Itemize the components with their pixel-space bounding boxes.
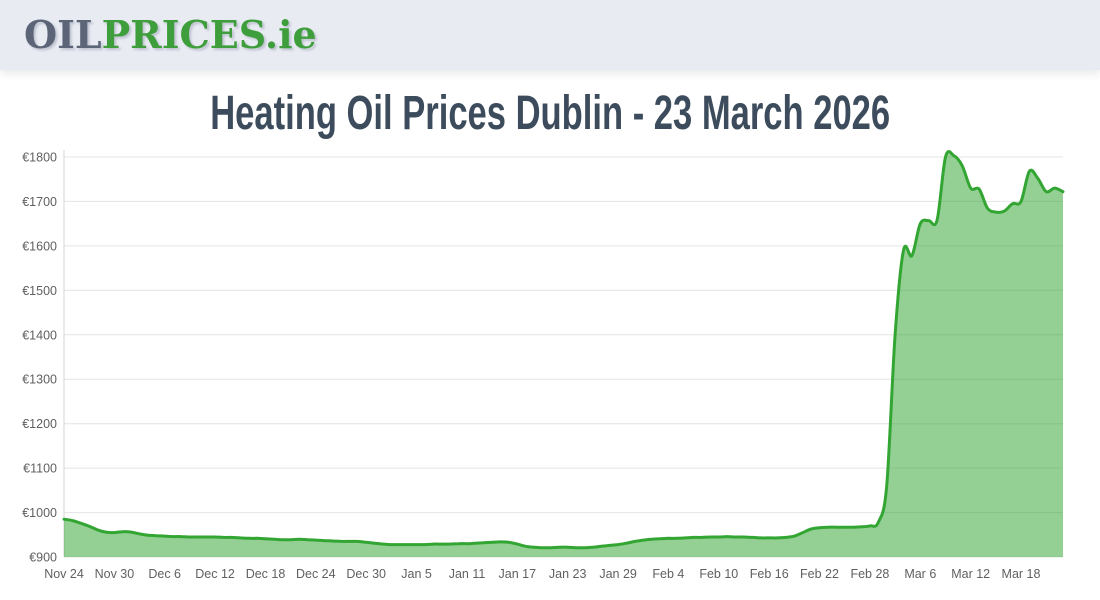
x-axis-tick-label: Jan 29: [599, 567, 637, 581]
x-axis-tick-label: Feb 28: [850, 567, 889, 581]
x-axis-tick-label: Dec 30: [346, 567, 386, 581]
x-axis-tick-label: Mar 18: [1002, 567, 1041, 581]
x-axis-tick-label: Nov 30: [95, 567, 135, 581]
y-axis-tick-label: €1100: [23, 462, 57, 476]
page-title: Heating Oil Prices Dublin - 23 March 202…: [0, 86, 1100, 142]
x-axis-tick-label: Jan 11: [449, 567, 486, 581]
price-line: [62, 149, 1065, 550]
logo-prices-text: PRICES: [101, 12, 265, 57]
x-axis-tick-label: Feb 4: [652, 567, 684, 581]
x-axis-tick-label: Nov 24: [44, 567, 84, 581]
y-axis-tick-label: €1000: [22, 506, 57, 520]
y-axis-tick-label: €1400: [22, 328, 57, 342]
y-axis-tick-label: €1500: [22, 284, 57, 298]
x-axis-tick-label: Mar 12: [951, 567, 990, 581]
x-axis-tick-label: Jan 17: [499, 567, 537, 581]
page-title-text: Heating Oil Prices Dublin - 23 March 202…: [210, 87, 890, 140]
x-axis-tick-label: Dec 18: [246, 567, 286, 581]
x-axis-tick-label: Dec 6: [148, 567, 181, 581]
x-axis-tick-label: Dec 12: [195, 567, 235, 581]
x-axis-tick-label: Jan 5: [401, 567, 432, 581]
y-axis-tick-label: €1300: [22, 373, 57, 387]
price-area-fill: [64, 151, 1063, 557]
y-axis-tick-label: €900: [29, 551, 57, 565]
y-axis-tick-label: €1600: [22, 239, 57, 253]
y-axis-tick-label: €1800: [22, 151, 57, 165]
x-axis-tick-label: Feb 10: [699, 567, 738, 581]
x-axis-tick-label: Feb 16: [750, 567, 789, 581]
site-logo[interactable]: OILPRICES.ie: [24, 13, 317, 57]
x-axis-tick-label: Jan 23: [549, 567, 587, 581]
site-header: OILPRICES.ie: [0, 0, 1100, 70]
y-axis-tick-label: €1700: [22, 195, 57, 209]
logo-oil-text: OIL: [24, 12, 102, 57]
y-axis-tick-label: €1200: [22, 417, 57, 431]
logo-tld-text: .ie: [264, 12, 317, 57]
x-axis-tick-label: Dec 24: [296, 567, 336, 581]
x-axis-tick-label: Feb 22: [800, 567, 839, 581]
x-axis-tick-label: Mar 6: [904, 567, 936, 581]
